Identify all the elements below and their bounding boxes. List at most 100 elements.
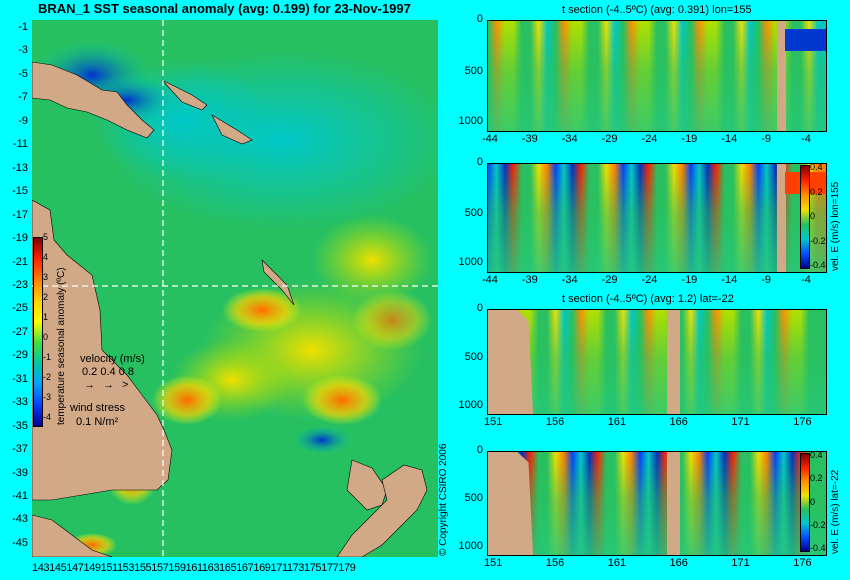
velocity-colorbar xyxy=(800,165,810,269)
section-land xyxy=(777,164,786,272)
lat-tick-label: -29 xyxy=(12,349,28,362)
panel-x-tick: -39 xyxy=(521,133,538,145)
panel-y-tick: 1000 xyxy=(458,115,483,128)
panel-x-tick: 161 xyxy=(607,416,627,428)
panel-y-tick: 0 xyxy=(476,13,483,25)
panel-y-tick: 1000 xyxy=(458,539,483,552)
lat-tick-label: -13 xyxy=(12,161,28,174)
panel-x-tick: -44 xyxy=(482,133,498,145)
panel-y-tick: 0 xyxy=(476,444,483,456)
lat-tick-label: -9 xyxy=(18,114,28,127)
panel-x-tick: -4 xyxy=(801,274,811,286)
panel-x-tick: 166 xyxy=(669,416,688,428)
panel-x-tick: 176 xyxy=(793,557,812,569)
map-colorbar-tick: 0 xyxy=(43,332,49,342)
lat-tick-label: -31 xyxy=(12,372,28,385)
lat-axis: -1 -3 -5 -7 -9 -11 -13 -15 -17 -19 -21 -23 -25 -27 -29… xyxy=(0,20,32,557)
lat-tick-label: -41 xyxy=(12,490,28,502)
panel-x-tick: -34 xyxy=(561,274,578,286)
panel-x-tick: -39 xyxy=(521,274,538,286)
velocity-colorbar-label: vel. E (m/s) lon=155 xyxy=(830,181,841,271)
panel-x-tick: -4 xyxy=(801,133,811,145)
section-anomaly-patch xyxy=(785,29,826,51)
map-colorbar-tick: -4 xyxy=(43,412,52,422)
panel-x-tick: -44 xyxy=(482,274,498,286)
panel-x-tick: -24 xyxy=(641,133,658,145)
section-land xyxy=(777,21,786,131)
panel-y-tick: 0 xyxy=(476,302,483,314)
panel-y-tick: 500 xyxy=(464,350,483,363)
panel-x-tick: -9 xyxy=(761,133,771,145)
lat-tick-label: -19 xyxy=(12,232,28,245)
panel-title: t section (-4..5ºC) (avg: 1.2) lat=-22 xyxy=(562,293,734,305)
map-colorbar-tick: -2 xyxy=(43,372,52,382)
panel-x-tick: -29 xyxy=(601,274,618,286)
map-colorbar-tick: 5 xyxy=(43,232,49,242)
map-colorbar-tick: 3 xyxy=(43,272,49,282)
section-land-australia xyxy=(488,452,533,555)
panel-x-tick: -19 xyxy=(681,133,698,145)
lat-tick-label: -35 xyxy=(12,419,28,432)
velocity-colorbar-tick: -0.4 xyxy=(810,543,826,553)
lat-tick-label: -33 xyxy=(12,396,28,409)
lat-tick-label: -39 xyxy=(12,466,28,479)
velocity-legend-values: 0.2 0.4 0.8 xyxy=(82,366,134,378)
lat-tick-label: -43 xyxy=(12,513,28,526)
section-depth-fade xyxy=(488,310,826,414)
sst-anomaly-map xyxy=(31,20,462,558)
lat-tick-label: -37 xyxy=(12,443,28,456)
map-colorbar-tick: 2 xyxy=(43,292,49,302)
panel-x-tick: 171 xyxy=(731,557,750,569)
panel-y-tick: 500 xyxy=(464,492,483,505)
map-colorbar-tick: -1 xyxy=(43,352,52,362)
section-land-ridge xyxy=(667,310,680,414)
lat-tick-label: -23 xyxy=(12,278,28,291)
lat-tick-label: -25 xyxy=(12,302,28,315)
velocity-legend-arrows: →→> xyxy=(84,379,137,391)
lat-tick-label: -5 xyxy=(18,67,28,80)
wind-legend-title: wind stress xyxy=(70,402,126,414)
panel-y-tick: 500 xyxy=(464,206,483,219)
map-colorbar-ticks: 5 4 3 2 1 0 -1 -2 -3 -4 xyxy=(43,232,57,432)
panel-x-tick: 151 xyxy=(484,557,503,569)
lat-tick-label: -15 xyxy=(12,185,28,198)
lat-tick-label: -1 xyxy=(18,21,28,33)
lat-tick-label: -3 xyxy=(18,44,28,57)
panel-x-tick: 156 xyxy=(545,557,565,569)
panel-title: t section (-4..5ºC) (avg: 0.391) lon=155 xyxy=(562,4,752,16)
velocity-colorbar-tick: -0.2 xyxy=(810,519,826,530)
panel-x-tick: -9 xyxy=(761,274,771,286)
wind-legend-value: 0.1 N/m² xyxy=(76,416,119,428)
map-colorbar-label: temperature seasonal anomaly (ºC) xyxy=(56,267,67,425)
velocity-colorbar-tick: 0.2 xyxy=(810,186,823,197)
lat-tick-label: -21 xyxy=(12,255,28,268)
panel-x-tick: 161 xyxy=(607,557,627,569)
map-colorbar-tick: 1 xyxy=(43,312,49,322)
section-depth-fade xyxy=(488,21,826,131)
map-canvas xyxy=(31,20,462,558)
panel-y-tick: 500 xyxy=(464,64,483,77)
panel-x-tick: -24 xyxy=(641,274,658,286)
velocity-colorbar-label: vel. E (m/s) lat=-22 xyxy=(830,469,841,554)
map-colorbar-tick: -3 xyxy=(43,392,52,402)
section-depth-fade xyxy=(488,164,826,272)
panel-x-tick: -19 xyxy=(681,274,698,286)
panel-x-tick: -29 xyxy=(601,133,618,145)
panel-x-tick: 151 xyxy=(484,416,503,428)
panel-x-tick: 176 xyxy=(793,416,812,428)
panel-x-tick: 156 xyxy=(545,416,565,428)
panel-y-tick: 1000 xyxy=(458,256,483,269)
panel-x-tick: 166 xyxy=(669,557,688,569)
lat-tick-label: -27 xyxy=(12,325,28,338)
lon-axis-labels: 1431451471491511531551571591611631651671… xyxy=(32,562,356,574)
anomaly-field xyxy=(32,40,462,557)
section-panel-4 xyxy=(487,451,827,556)
panel-x-tick: -34 xyxy=(561,133,578,145)
panel-y-tick: 0 xyxy=(476,156,483,168)
velocity-colorbar-tick: 0 xyxy=(810,496,816,507)
velocity-colorbar-tick: 0.4 xyxy=(810,450,823,460)
section-panel-2 xyxy=(487,163,827,273)
velocity-colorbar-tick: 0.2 xyxy=(810,473,823,484)
copyright-text: © Copyright CSIRO 2006 xyxy=(438,443,449,556)
panel-y-tick: 1000 xyxy=(458,398,483,411)
